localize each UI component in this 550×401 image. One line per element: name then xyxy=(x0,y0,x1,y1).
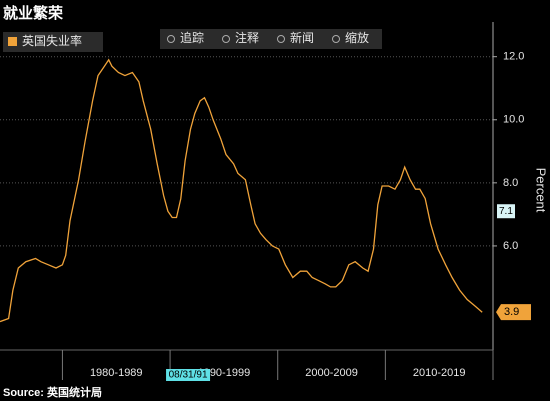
x-tick-label: 1980-1989 xyxy=(90,367,143,379)
legend-swatch xyxy=(8,37,17,46)
toolbar-button[interactable]: 缩放 xyxy=(345,30,369,45)
chart-title: 就业繁荣 xyxy=(3,4,64,22)
legend-box xyxy=(3,32,103,52)
y-axis-label: Percent xyxy=(534,168,549,213)
toolbar xyxy=(160,29,382,49)
toolbar-icon xyxy=(332,35,340,43)
cursor-x-box xyxy=(166,369,211,381)
toolbar-icon xyxy=(167,35,175,43)
x-tick-label: 2000-2009 xyxy=(305,367,358,379)
cursor-y-box xyxy=(497,204,515,219)
last-value-box xyxy=(496,304,531,321)
y-tick-label: 6.0 xyxy=(503,240,518,252)
toolbar-button[interactable]: 追踪 xyxy=(180,30,204,45)
toolbar-button[interactable]: 新闻 xyxy=(290,30,314,45)
x-tick-label: 2010-2019 xyxy=(413,367,466,379)
source: Source: 英国统计局 xyxy=(3,385,102,399)
y-tick-label: 10.0 xyxy=(503,114,524,126)
toolbar-button[interactable]: 注释 xyxy=(235,30,259,45)
x-tick-label: 1990-1999 xyxy=(198,367,251,379)
toolbar-icon xyxy=(277,35,285,43)
series-line xyxy=(0,58,483,323)
y-tick-label: 8.0 xyxy=(503,177,518,189)
y-tick-label: 12.0 xyxy=(503,51,524,63)
last-value-label: 3.9 xyxy=(504,306,519,318)
cursor-y-label: 7.1 xyxy=(499,206,513,217)
cursor-x-label: 08/31/91 xyxy=(169,370,208,381)
legend-label: 英国失业率 xyxy=(22,33,82,48)
toolbar-icon xyxy=(222,35,230,43)
